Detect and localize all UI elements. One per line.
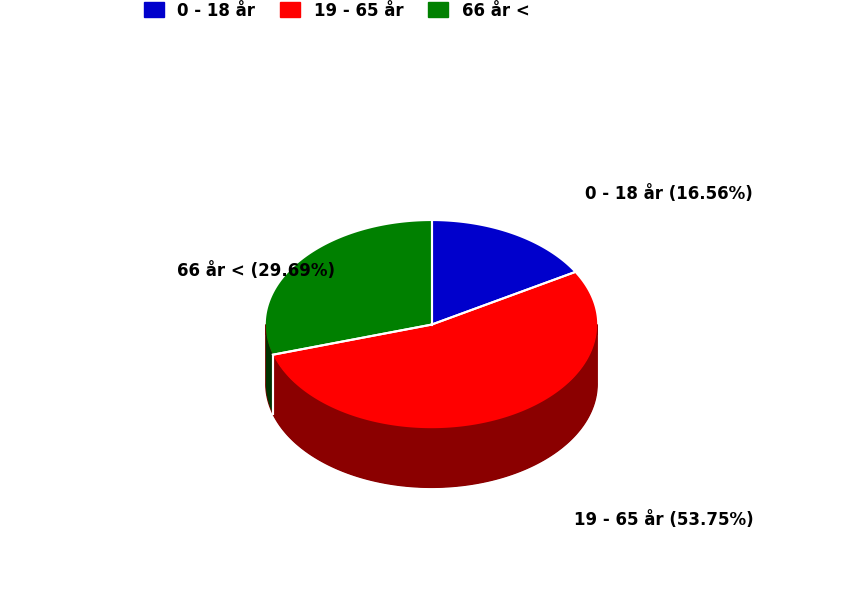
Polygon shape <box>266 325 597 487</box>
Text: 19 - 65 år (53.75%): 19 - 65 år (53.75%) <box>574 511 753 529</box>
Polygon shape <box>432 221 575 325</box>
Polygon shape <box>273 272 597 428</box>
Polygon shape <box>266 221 432 355</box>
Legend: 0 - 18 år, 19 - 65 år, 66 år <: 0 - 18 år, 19 - 65 år, 66 år < <box>144 2 530 20</box>
Polygon shape <box>266 383 597 487</box>
Polygon shape <box>266 325 273 414</box>
Text: 0 - 18 år (16.56%): 0 - 18 år (16.56%) <box>585 186 753 204</box>
Text: 66 år < (29.69%): 66 år < (29.69%) <box>177 263 335 281</box>
Polygon shape <box>273 325 597 487</box>
